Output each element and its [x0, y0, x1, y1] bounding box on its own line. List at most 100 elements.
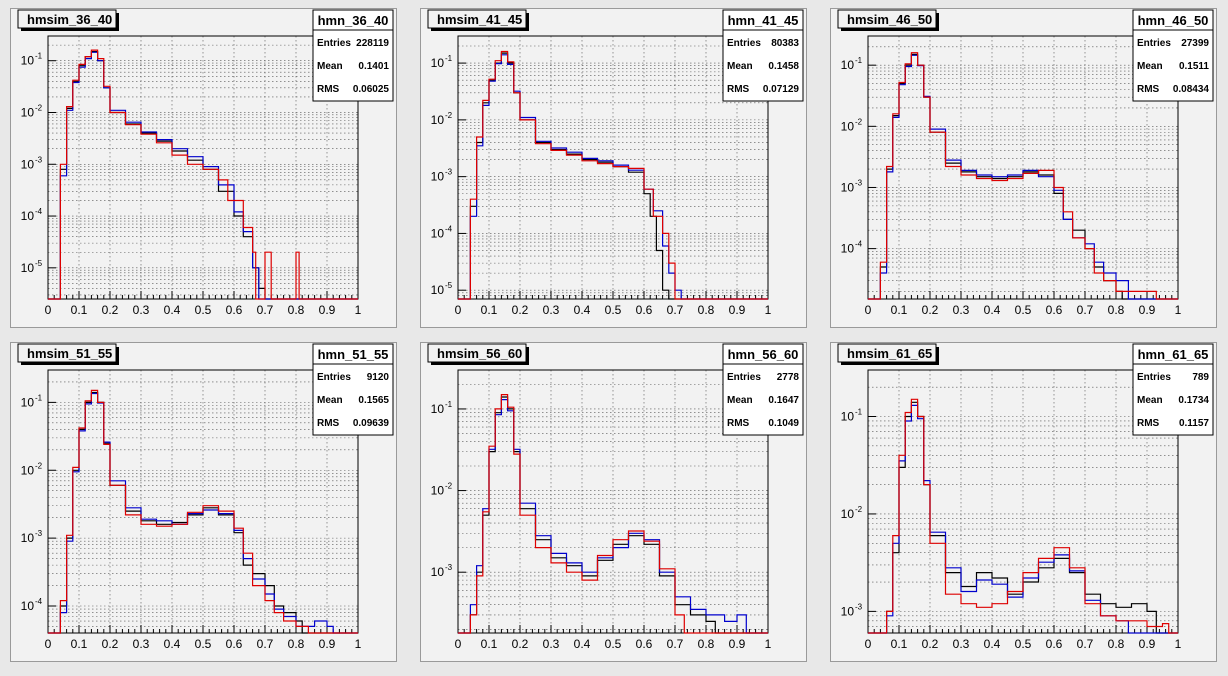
y-tick-exponent: -2 — [445, 482, 453, 491]
x-tick-label: 0.3 — [543, 303, 560, 317]
stats-title: hmn_61_65 — [1138, 347, 1209, 362]
x-tick-label: 0 — [865, 637, 872, 651]
x-tick-label: 0.9 — [729, 637, 746, 651]
y-tick-exponent: -2 — [855, 117, 863, 126]
stat-label-entries: Entries — [317, 372, 351, 383]
y-tick-label: 10 — [841, 409, 855, 423]
x-tick-label: 0.3 — [953, 303, 970, 317]
histogram-title: hmsim_51_55 — [27, 346, 112, 361]
stat-label-rms: RMS — [317, 84, 340, 95]
y-tick-label: 10 — [21, 395, 35, 409]
stat-value-entries: 228119 — [356, 38, 389, 49]
stats-title: hmn_36_40 — [318, 13, 389, 28]
x-tick-label: 0.6 — [226, 637, 243, 651]
y-tick-label: 10 — [21, 599, 35, 613]
stat-value-mean: 0.1458 — [768, 61, 799, 72]
x-tick-label: 0.4 — [984, 637, 1001, 651]
x-tick-label: 0.6 — [636, 303, 653, 317]
pad-5: 0 0.1 0.2 0.3 0.4 0.5 0.6 0.7 0.8 0.9 110 -110 -210-… — [420, 342, 807, 662]
title-box — [427, 343, 527, 363]
y-tick-exponent: -5 — [35, 259, 43, 268]
x-tick-label: 0.2 — [102, 303, 119, 317]
x-tick-label: 0.7 — [257, 637, 274, 651]
histogram-red — [48, 389, 358, 634]
histogram-title: hmsim_46_50 — [847, 12, 932, 27]
stat-label-rms: RMS — [317, 418, 340, 429]
title-box — [17, 343, 117, 363]
pad-3: 0 0.1 0.2 0.3 0.4 0.5 0.6 0.7 0.8 0.9 110 -110 -210-… — [830, 8, 1217, 328]
histogram-red — [458, 50, 768, 300]
pad-4: 0 0.1 0.2 0.3 0.4 0.5 0.6 0.7 0.8 0.9 110 -110 -210-… — [10, 342, 397, 662]
y-tick-label: 10 — [841, 58, 855, 72]
stat-value-rms: 0.07129 — [763, 84, 800, 95]
pad-6: 0 0.1 0.2 0.3 0.4 0.5 0.6 0.7 0.8 0.9 110 -110 -210-… — [830, 342, 1217, 662]
x-tick-label: 1 — [765, 637, 772, 651]
stat-value-mean: 0.1565 — [358, 395, 389, 406]
histogram-title: hmsim_36_40 — [27, 12, 112, 27]
stats-box — [1132, 343, 1214, 436]
x-tick-label: 0.3 — [133, 303, 150, 317]
x-tick-label: 0.5 — [1015, 637, 1032, 651]
x-tick-label: 0.4 — [984, 303, 1001, 317]
y-tick-label: 10 — [431, 226, 445, 240]
stats-title: hmn_46_50 — [1138, 13, 1209, 28]
y-tick-label: 10 — [431, 565, 445, 579]
stat-value-entries: 2778 — [777, 372, 800, 383]
histogram-title: hmsim_61_65 — [847, 346, 932, 361]
x-tick-label: 0.7 — [667, 303, 684, 317]
stat-value-rms: 0.1049 — [768, 418, 799, 429]
x-tick-label: 0.1 — [71, 637, 88, 651]
y-tick-exponent: -3 — [35, 529, 43, 538]
stats-box — [312, 343, 394, 436]
histogram-title: hmsim_41_45 — [437, 12, 522, 27]
x-tick-label: 0.7 — [1077, 303, 1094, 317]
x-tick-label: 0.8 — [698, 637, 715, 651]
x-tick-label: 0.5 — [605, 303, 622, 317]
y-tick-exponent: -1 — [445, 400, 453, 409]
x-tick-label: 0.2 — [922, 637, 939, 651]
x-tick-label: 0.8 — [1108, 303, 1125, 317]
stats-box — [312, 9, 394, 102]
x-tick-label: 0.1 — [891, 637, 908, 651]
x-tick-label: 0.9 — [319, 637, 336, 651]
x-tick-label: 0.4 — [574, 637, 591, 651]
y-tick-exponent: -1 — [855, 407, 863, 416]
y-tick-exponent: -3 — [445, 168, 453, 177]
x-tick-label: 0.7 — [257, 303, 274, 317]
x-tick-label: 0 — [455, 637, 462, 651]
stat-value-entries: 789 — [1192, 372, 1209, 383]
x-tick-label: 0.4 — [574, 303, 591, 317]
x-tick-label: 0.4 — [164, 303, 181, 317]
y-tick-exponent: -1 — [855, 56, 863, 65]
x-tick-label: 1 — [1175, 303, 1182, 317]
x-tick-label: 0 — [865, 303, 872, 317]
x-tick-label: 0 — [45, 303, 52, 317]
x-tick-label: 0.2 — [512, 303, 529, 317]
pad-2: 0 0.1 0.2 0.3 0.4 0.5 0.6 0.7 0.8 0.9 110 -110 -210-… — [420, 8, 807, 328]
stats-box — [1132, 9, 1214, 102]
stat-label-rms: RMS — [1137, 84, 1160, 95]
y-tick-label: 10 — [431, 113, 445, 127]
x-tick-label: 0.2 — [102, 637, 119, 651]
x-tick-label: 0.6 — [1046, 637, 1063, 651]
x-tick-label: 0 — [45, 637, 52, 651]
stat-value-rms: 0.09639 — [353, 418, 390, 429]
y-tick-exponent: -3 — [855, 178, 863, 187]
y-tick-label: 10 — [431, 402, 445, 416]
y-tick-exponent: -2 — [445, 111, 453, 120]
title-box — [427, 9, 527, 29]
x-tick-label: 0.5 — [195, 303, 212, 317]
stat-label-entries: Entries — [727, 372, 761, 383]
x-tick-label: 0.1 — [481, 303, 498, 317]
stat-value-entries: 80383 — [771, 38, 799, 49]
stat-label-entries: Entries — [317, 38, 351, 49]
y-tick-exponent: -1 — [445, 54, 453, 63]
x-tick-label: 0.5 — [605, 637, 622, 651]
histogram-red — [868, 398, 1178, 634]
title-box — [17, 9, 117, 29]
y-tick-label: 10 — [431, 283, 445, 297]
y-tick-exponent: -5 — [445, 281, 453, 290]
y-tick-exponent: -2 — [855, 505, 863, 514]
stats-title: hmn_56_60 — [728, 347, 799, 362]
x-tick-label: 0.6 — [636, 637, 653, 651]
